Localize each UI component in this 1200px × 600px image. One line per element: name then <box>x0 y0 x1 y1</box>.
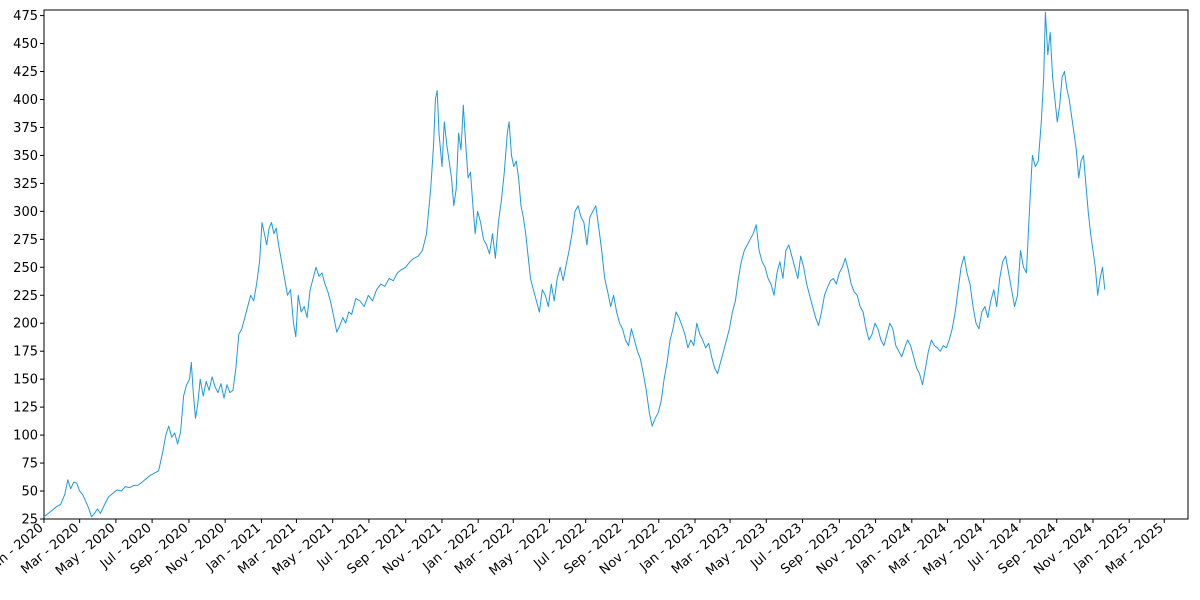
y-tick-label: 400 <box>13 93 38 108</box>
y-tick-label: 350 <box>13 149 38 164</box>
y-axis: 25 50 75 100 125 150 175 200 225 250 275 300 325 350 3… <box>13 9 44 528</box>
y-tick-label: 100 <box>13 429 38 444</box>
y-tick-label: 200 <box>13 317 38 332</box>
y-tick-label: 375 <box>13 121 38 136</box>
y-tick-label: 475 <box>13 9 38 24</box>
y-tick-label: 25 <box>21 513 38 528</box>
y-tick-label: 275 <box>13 233 38 248</box>
y-tick-label: 225 <box>13 289 38 304</box>
y-tick-label: 325 <box>13 177 38 192</box>
series-line <box>43 11 1106 518</box>
y-tick-label: 450 <box>13 37 38 52</box>
series-layer <box>43 11 1106 518</box>
y-tick-label: 125 <box>13 401 38 416</box>
y-tick-label: 150 <box>13 373 38 388</box>
y-tick-label: 75 <box>21 457 38 472</box>
y-tick-label: 425 <box>13 65 38 80</box>
plot-frame <box>43 9 1189 520</box>
y-tick-label: 50 <box>21 485 38 500</box>
y-tick-label: 250 <box>13 261 38 276</box>
y-tick-label: 175 <box>13 345 38 360</box>
y-tick-label: 300 <box>13 205 38 220</box>
